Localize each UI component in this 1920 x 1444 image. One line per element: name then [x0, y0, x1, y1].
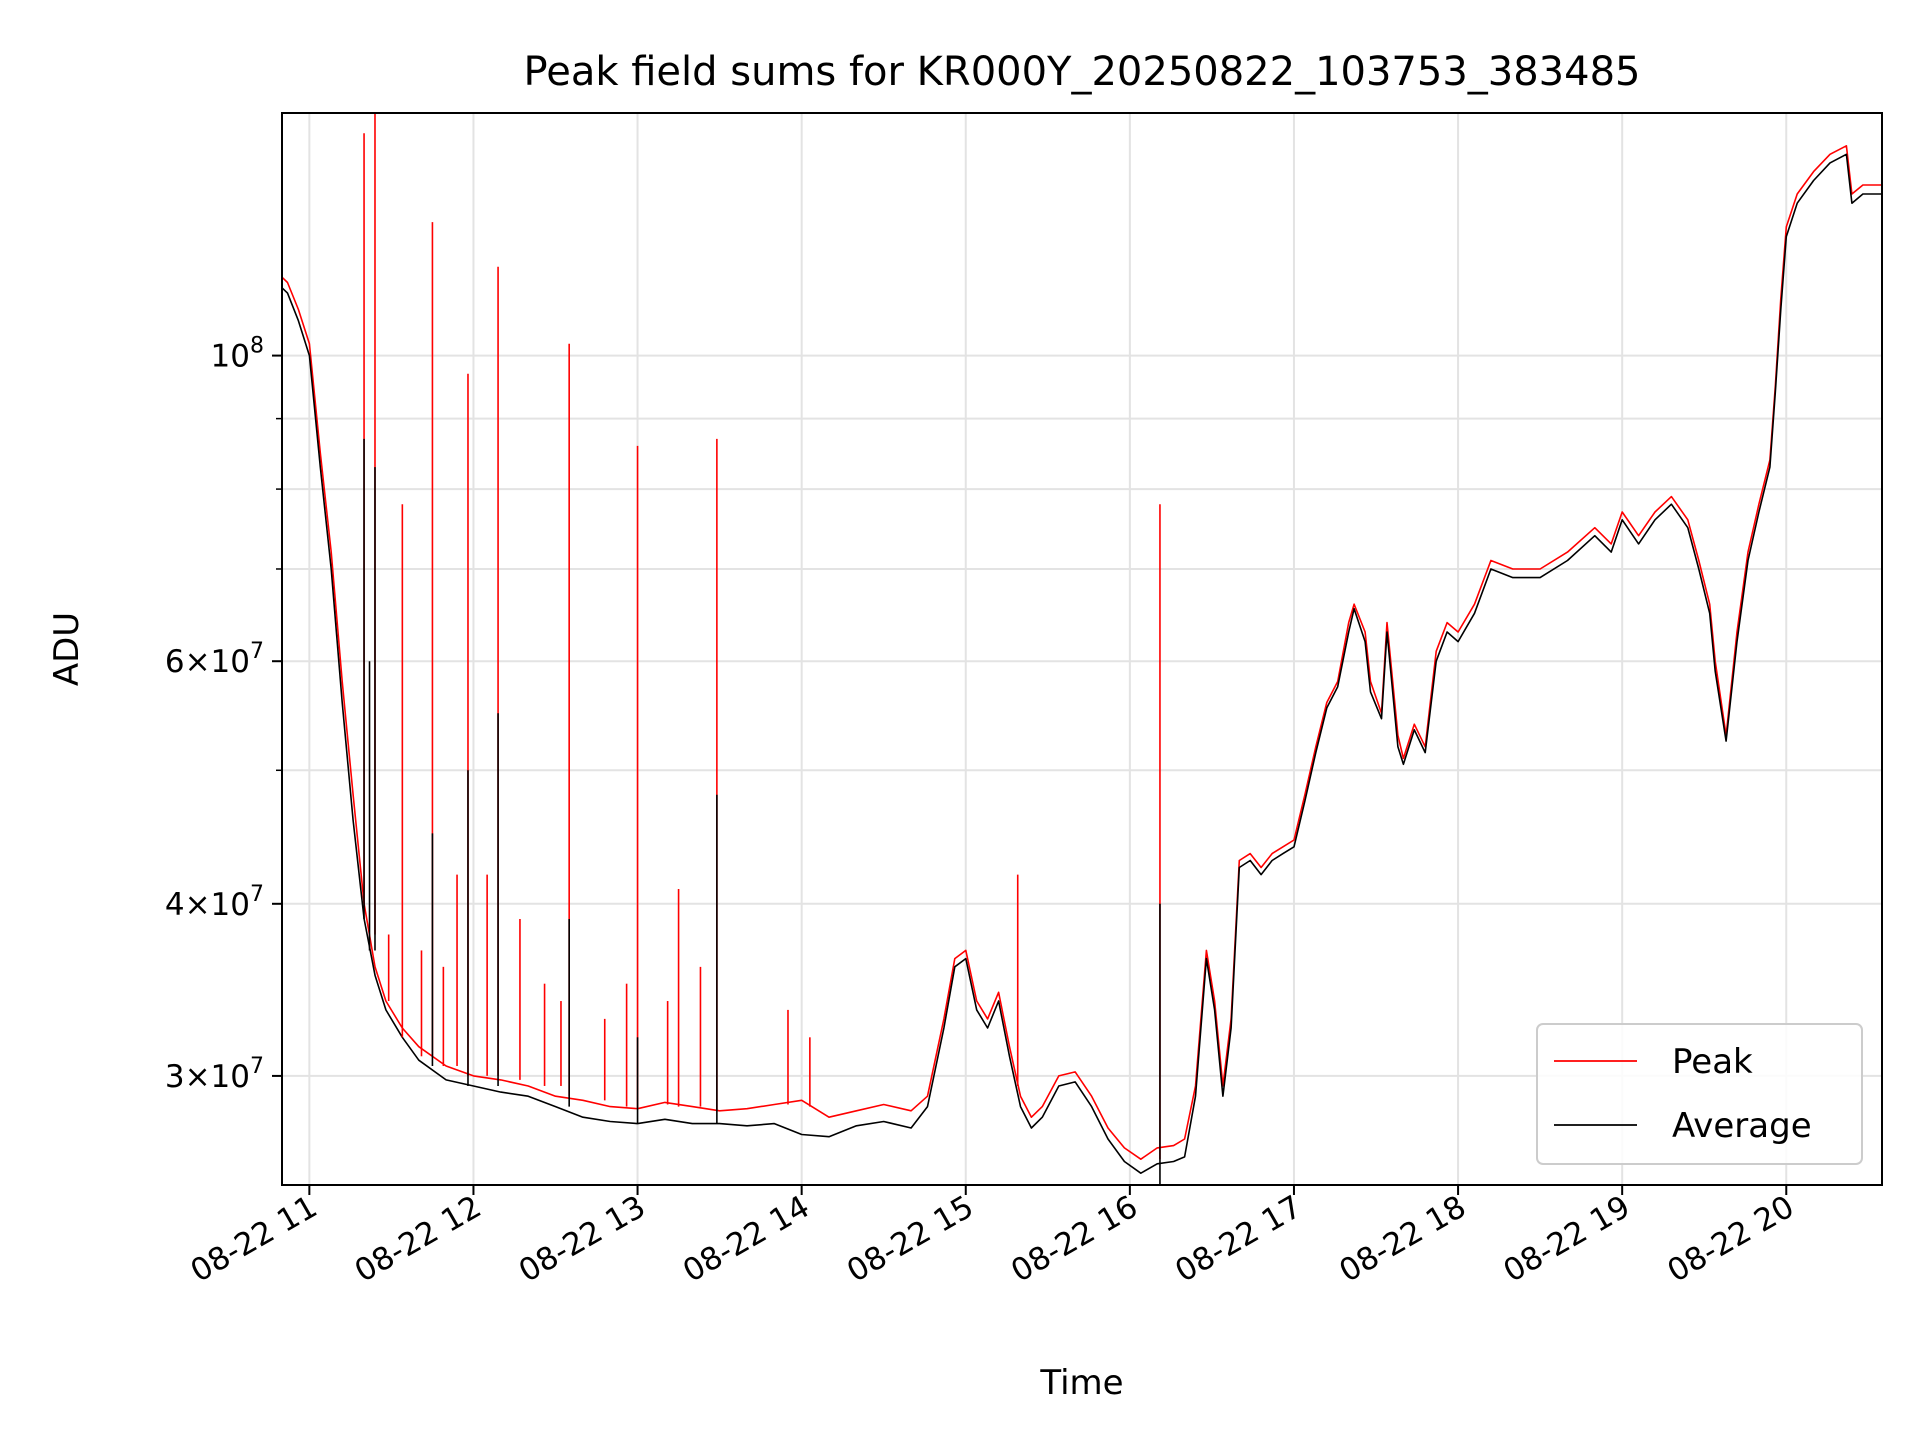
axes-frame	[281, 112, 1883, 1186]
y-axis-label: ADU	[47, 612, 87, 686]
y-tick-label: 6×107	[165, 639, 264, 680]
legend-label-peak: Peak	[1672, 1042, 1753, 1082]
legend: Peak Average	[1536, 1023, 1863, 1165]
legend-label-average: Average	[1672, 1106, 1812, 1146]
y-tick-label: 108	[211, 334, 264, 375]
y-tick-label: 4×107	[165, 882, 264, 923]
x-axis-label: Time	[1039, 1363, 1123, 1403]
legend-box	[1536, 1023, 1863, 1165]
series-line-peak	[282, 145, 1882, 1160]
chart-title: Peak field sums for KR000Y_20250822_1037…	[524, 49, 1641, 95]
series-line-average	[282, 153, 1882, 1174]
y-tick-label: 3×107	[165, 1054, 264, 1095]
plot-area	[282, 113, 1882, 1185]
